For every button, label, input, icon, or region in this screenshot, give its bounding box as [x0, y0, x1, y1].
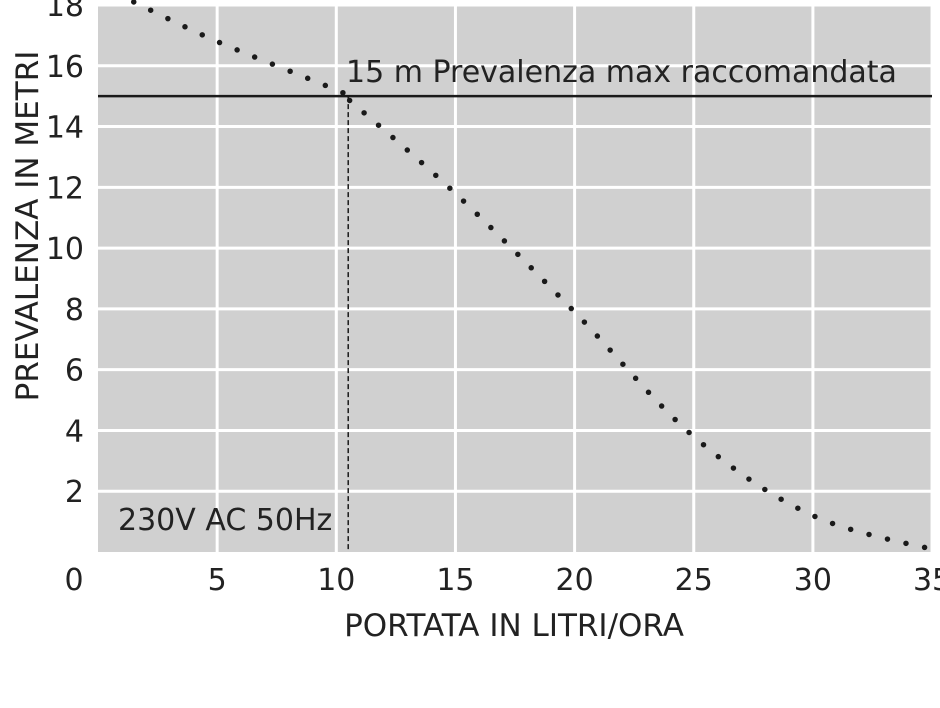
y-tick-label-4: 4: [65, 414, 84, 449]
pump-curve-series: [130, 0, 940, 554]
y-tick-label-18: 18: [46, 0, 84, 24]
y-tick-label-12: 12: [46, 171, 84, 206]
y-tick-label-14: 14: [46, 111, 84, 146]
y-axis-title: PREVALENZA IN METRI: [10, 51, 46, 402]
y-tick-label-6: 6: [65, 354, 84, 389]
y-tick-labels: 2 4 6 8 10 12 14 16 18: [46, 0, 84, 510]
x-tick-labels: 0 5 10 15 20 25 30 35: [64, 563, 940, 598]
x-tick-label-25: 25: [675, 563, 713, 598]
x-axis-title: PORTATA IN LITRI/ORA: [344, 608, 684, 644]
x-tick-label-5: 5: [208, 563, 227, 598]
y-tick-label-10: 10: [46, 232, 84, 267]
y-tick-label-8: 8: [65, 293, 84, 328]
y-tick-label-2: 2: [65, 475, 84, 510]
x-tick-label-10: 10: [317, 563, 355, 598]
x-tick-label-15: 15: [436, 563, 474, 598]
x-tick-label-35: 35: [913, 563, 940, 598]
y-tick-label-16: 16: [46, 50, 84, 85]
x-tick-label-30: 30: [794, 563, 832, 598]
pump-curve-line: [130, 0, 940, 554]
x-tick-label-20: 20: [556, 563, 594, 598]
x-tick-label-0: 0: [64, 563, 83, 598]
power-annotation: 230V AC 50Hz: [118, 503, 332, 538]
max-head-label: 15 m Prevalenza max raccomandata: [346, 55, 897, 90]
